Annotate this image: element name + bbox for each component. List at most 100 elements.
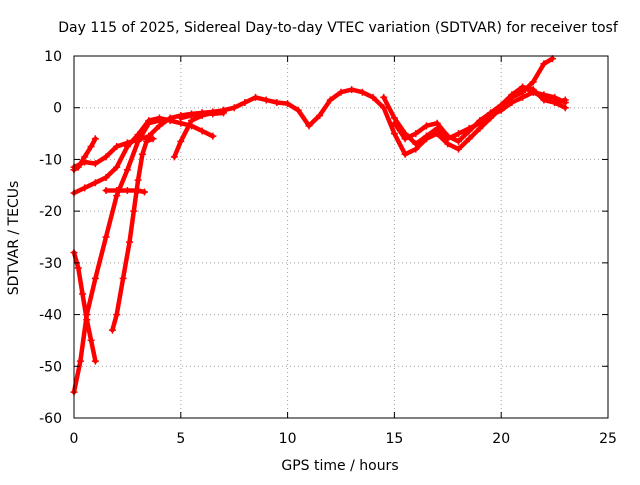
data-point bbox=[91, 357, 99, 365]
data-point bbox=[123, 186, 131, 194]
data-point bbox=[316, 111, 324, 119]
data-point bbox=[497, 101, 505, 109]
data-point bbox=[519, 83, 527, 91]
x-tick-label: 20 bbox=[492, 431, 510, 447]
y-tick-label: -50 bbox=[39, 359, 62, 375]
data-point bbox=[187, 111, 195, 119]
data-point bbox=[369, 93, 377, 101]
data-point bbox=[401, 150, 409, 158]
data-point bbox=[390, 130, 398, 138]
data-point bbox=[476, 117, 484, 125]
data-point bbox=[508, 91, 516, 99]
data-point bbox=[380, 104, 388, 112]
data-point bbox=[166, 117, 174, 125]
y-tick-label: 0 bbox=[53, 101, 62, 117]
data-point bbox=[119, 274, 127, 282]
x-tick-label: 25 bbox=[599, 431, 617, 447]
data-point bbox=[91, 179, 99, 187]
data-point bbox=[262, 96, 270, 104]
series-pass-l bbox=[519, 83, 569, 107]
x-tick-label: 0 bbox=[70, 431, 79, 447]
x-axis-label: GPS time / hours bbox=[281, 458, 398, 474]
data-point bbox=[561, 99, 569, 107]
y-tick-label: -40 bbox=[39, 308, 62, 324]
data-point bbox=[390, 119, 398, 127]
x-tick-label: 5 bbox=[176, 431, 185, 447]
data-point bbox=[380, 93, 388, 101]
data-point bbox=[123, 166, 131, 174]
chart-title: Day 115 of 2025, Sidereal Day-to-day VTE… bbox=[58, 20, 619, 36]
y-tick-label: -60 bbox=[39, 411, 62, 427]
data-point bbox=[74, 163, 82, 171]
series-pass-d bbox=[70, 249, 99, 365]
data-point bbox=[74, 264, 82, 272]
data-point bbox=[220, 106, 228, 114]
data-point bbox=[508, 99, 516, 107]
data-point bbox=[177, 114, 185, 122]
data-point bbox=[401, 135, 409, 143]
data-point bbox=[102, 233, 110, 241]
data-point bbox=[81, 184, 89, 192]
data-point bbox=[91, 274, 99, 282]
data-point bbox=[454, 130, 462, 138]
data-point bbox=[284, 100, 292, 108]
data-point bbox=[529, 88, 537, 96]
data-point bbox=[209, 132, 217, 140]
data-point bbox=[465, 135, 473, 143]
data-point bbox=[145, 119, 153, 127]
series-layer bbox=[70, 55, 569, 396]
grid bbox=[74, 56, 608, 418]
data-point bbox=[465, 127, 473, 135]
data-point bbox=[454, 137, 462, 145]
data-point bbox=[551, 93, 559, 101]
data-point bbox=[170, 153, 178, 161]
data-point bbox=[529, 78, 537, 86]
ticks: 0 5 10 15 20 25 -60 -50 -40 -30 -20 -10 0 10 bbox=[39, 49, 617, 447]
data-point bbox=[198, 127, 206, 135]
data-point bbox=[422, 122, 430, 130]
plot-frame bbox=[73, 55, 609, 419]
data-point bbox=[540, 60, 548, 68]
data-point bbox=[123, 143, 131, 150]
series-trace bbox=[71, 118, 162, 395]
data-point bbox=[113, 143, 121, 150]
data-point bbox=[83, 311, 91, 319]
data-point bbox=[81, 153, 89, 161]
data-point bbox=[422, 132, 430, 140]
data-point bbox=[540, 91, 548, 99]
data-point bbox=[241, 99, 249, 107]
y-tick-label: -10 bbox=[39, 152, 62, 168]
data-point bbox=[412, 130, 420, 138]
data-point bbox=[487, 109, 495, 117]
data-point bbox=[134, 137, 142, 145]
data-point bbox=[79, 290, 87, 298]
x-tick-label: 15 bbox=[385, 431, 403, 447]
data-point bbox=[138, 150, 146, 158]
y-axis-label: SDTVAR / TECUs bbox=[6, 181, 22, 296]
x-tick-label: 10 bbox=[279, 431, 297, 447]
data-point bbox=[87, 336, 95, 344]
data-point bbox=[155, 117, 163, 125]
data-point bbox=[134, 176, 142, 184]
data-point bbox=[102, 153, 110, 161]
data-point bbox=[140, 188, 148, 196]
data-point bbox=[230, 104, 238, 112]
data-point bbox=[294, 106, 302, 114]
data-point bbox=[108, 326, 116, 334]
data-point bbox=[177, 137, 185, 145]
data-point bbox=[337, 88, 345, 96]
data-point bbox=[126, 238, 134, 246]
data-point bbox=[113, 163, 121, 171]
data-point bbox=[519, 93, 527, 101]
data-point bbox=[326, 96, 334, 104]
data-point bbox=[444, 132, 452, 140]
data-point bbox=[433, 119, 441, 127]
y-tick-label: 10 bbox=[44, 49, 62, 65]
data-point bbox=[412, 140, 420, 148]
data-point bbox=[102, 174, 110, 182]
data-point bbox=[91, 160, 99, 168]
y-tick-label: -20 bbox=[39, 204, 62, 220]
data-point bbox=[76, 357, 84, 365]
data-point bbox=[252, 93, 260, 101]
y-tick-label: -30 bbox=[39, 256, 62, 272]
